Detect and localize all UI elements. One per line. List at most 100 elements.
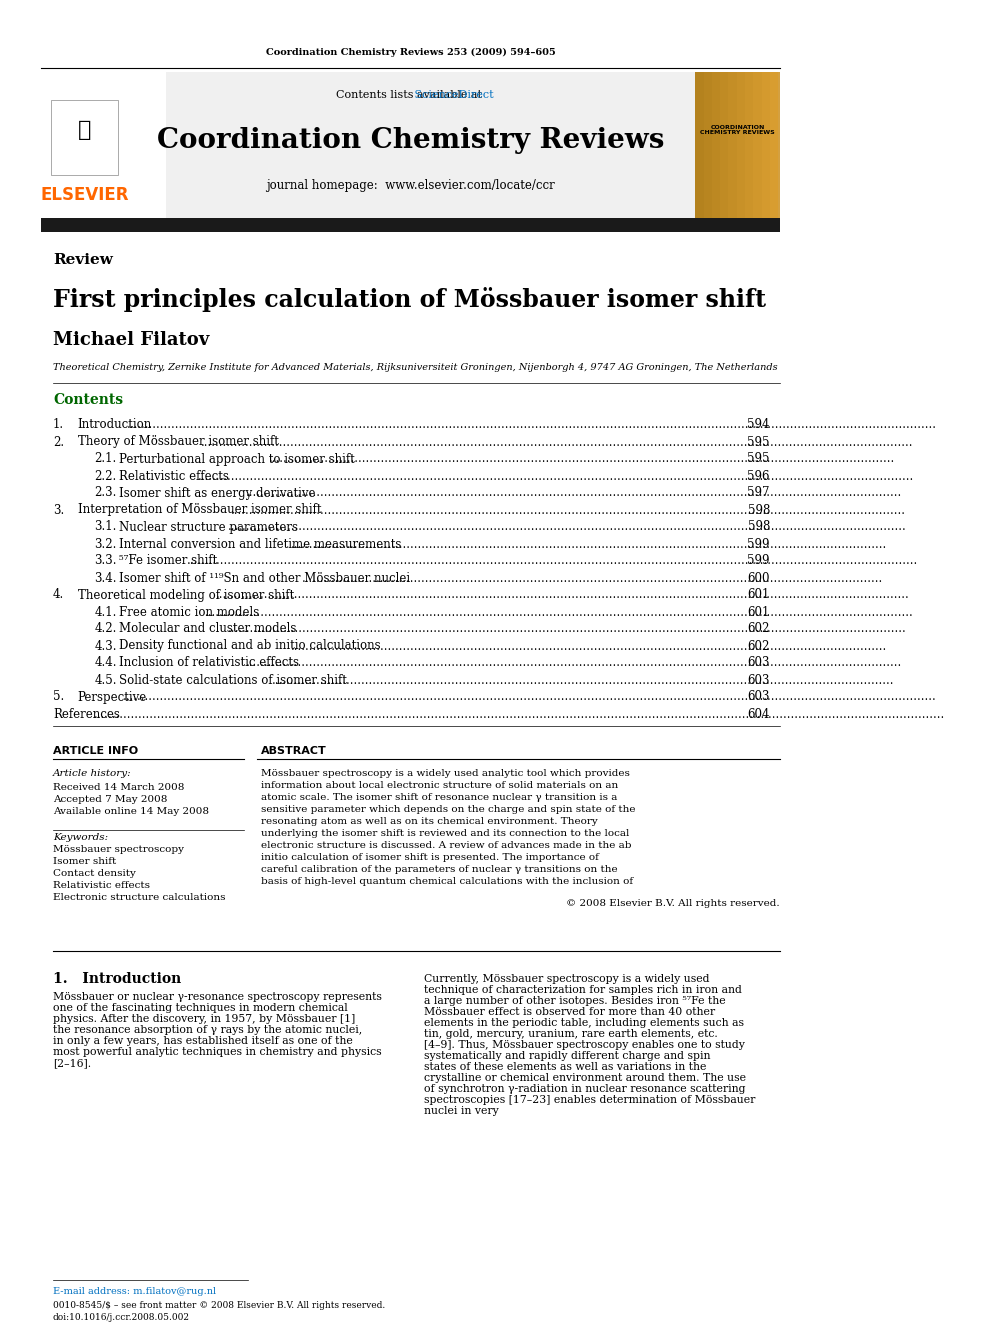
Text: 4.1.: 4.1.	[94, 606, 117, 618]
Bar	[770, 71, 778, 220]
Text: 3.3.: 3.3.	[94, 554, 117, 568]
Text: 595: 595	[747, 435, 770, 448]
Text: journal homepage:  www.elsevier.com/locate/ccr: journal homepage: www.elsevier.com/locat…	[266, 179, 555, 192]
Text: ................................................................................: ........................................…	[246, 487, 903, 500]
Text: ................................................................................: ........................................…	[227, 520, 907, 533]
Text: ScienceDirect: ScienceDirect	[327, 90, 494, 101]
Text: basis of high-level quantum chemical calculations with the inclusion of: basis of high-level quantum chemical cal…	[261, 877, 633, 885]
Text: Introduction: Introduction	[77, 418, 152, 431]
Bar	[737, 71, 745, 220]
Text: Michael Filatov: Michael Filatov	[53, 331, 209, 349]
Bar	[703, 71, 712, 220]
Text: ................................................................................: ........................................…	[303, 572, 884, 585]
Text: 603: 603	[747, 656, 770, 669]
Text: ................................................................................: ........................................…	[227, 623, 907, 635]
Text: Relativistic effects: Relativistic effects	[53, 881, 150, 890]
Text: most powerful analytic techniques in chemistry and physics: most powerful analytic techniques in che…	[53, 1046, 382, 1057]
Text: Coordination Chemistry Reviews 253 (2009) 594–605: Coordination Chemistry Reviews 253 (2009…	[266, 48, 556, 57]
Text: Contents lists available at: Contents lists available at	[336, 90, 485, 101]
Text: underlying the isomer shift is reviewed and its connection to the local: underlying the isomer shift is reviewed …	[261, 828, 629, 837]
Text: 4.: 4.	[53, 589, 64, 602]
Text: information about local electronic structure of solid materials on an: information about local electronic struc…	[261, 781, 618, 790]
Text: 3.4.: 3.4.	[94, 572, 117, 585]
Text: Theoretical Chemistry, Zernike Institute for Advanced Materials, Rijksuniversite: Theoretical Chemistry, Zernike Institute…	[53, 363, 778, 372]
Text: physics. After the discovery, in 1957, by Mössbauer [1]: physics. After the discovery, in 1957, b…	[53, 1013, 355, 1024]
Text: Isomer shift: Isomer shift	[53, 857, 116, 867]
Text: 598: 598	[748, 504, 770, 516]
Text: states of these elements as well as variations in the: states of these elements as well as vari…	[424, 1062, 706, 1072]
Text: 594: 594	[747, 418, 770, 431]
Text: 2.: 2.	[53, 435, 64, 448]
Text: careful calibration of the parameters of nuclear γ transitions on the: careful calibration of the parameters of…	[261, 864, 617, 873]
Text: of synchrotron γ-radiation in nuclear resonance scattering: of synchrotron γ-radiation in nuclear re…	[424, 1084, 745, 1094]
Text: 🌳: 🌳	[77, 120, 91, 140]
Text: ................................................................................: ........................................…	[201, 435, 914, 448]
Text: Keywords:: Keywords:	[53, 833, 108, 843]
Text: Theory of Mössbauer isomer shift: Theory of Mössbauer isomer shift	[77, 435, 279, 448]
Bar	[42, 218, 780, 232]
Text: ................................................................................: ........................................…	[205, 606, 914, 618]
Text: Density functional and ab initio calculations: Density functional and ab initio calcula…	[119, 639, 381, 652]
Bar	[720, 71, 728, 220]
Text: Review: Review	[53, 253, 113, 267]
Text: ................................................................................: ........................................…	[186, 554, 918, 568]
Text: 596: 596	[747, 470, 770, 483]
Text: systematically and rapidly different charge and spin: systematically and rapidly different cha…	[424, 1050, 710, 1061]
Text: Available online 14 May 2008: Available online 14 May 2008	[53, 807, 209, 815]
Bar	[695, 71, 780, 220]
Text: Perturbational approach to isomer shift: Perturbational approach to isomer shift	[119, 452, 355, 466]
Text: [2–16].: [2–16].	[53, 1058, 91, 1068]
Bar	[695, 71, 703, 220]
Text: Solid-state calculations of isomer shift: Solid-state calculations of isomer shift	[119, 673, 347, 687]
Text: Contents: Contents	[53, 393, 123, 407]
Text: Mössbauer spectroscopy is a widely used analytic tool which provides: Mössbauer spectroscopy is a widely used …	[261, 769, 630, 778]
Text: 1.   Introduction: 1. Introduction	[53, 972, 182, 986]
Text: Article history:: Article history:	[53, 769, 132, 778]
Text: ................................................................................: ........................................…	[216, 589, 910, 602]
Text: ................................................................................: ........................................…	[127, 418, 936, 431]
Text: Received 14 March 2008: Received 14 March 2008	[53, 782, 185, 791]
Text: Contact density: Contact density	[53, 869, 136, 878]
Text: 600: 600	[747, 572, 770, 585]
Bar	[728, 71, 737, 220]
Text: Currently, Mössbauer spectroscopy is a widely used: Currently, Mössbauer spectroscopy is a w…	[424, 974, 709, 984]
Text: 599: 599	[747, 537, 770, 550]
Text: the resonance absorption of γ rays by the atomic nuclei,: the resonance absorption of γ rays by th…	[53, 1025, 362, 1035]
Text: ................................................................................: ........................................…	[291, 639, 887, 652]
Text: Mössbauer or nuclear γ-resonance spectroscopy represents: Mössbauer or nuclear γ-resonance spectro…	[53, 992, 382, 1002]
Text: in only a few years, has established itself as one of the: in only a few years, has established its…	[53, 1036, 353, 1046]
Text: 4.5.: 4.5.	[94, 673, 117, 687]
Text: 3.: 3.	[53, 504, 64, 516]
Text: 2.3.: 2.3.	[94, 487, 117, 500]
Text: First principles calculation of Mössbauer isomer shift: First principles calculation of Mössbaue…	[53, 287, 766, 312]
Text: ARTICLE INFO: ARTICLE INFO	[53, 746, 138, 755]
Text: 601: 601	[748, 606, 770, 618]
Text: Mössbauer spectroscopy: Mössbauer spectroscopy	[53, 845, 184, 855]
Text: E-mail address: m.filatov@rug.nl: E-mail address: m.filatov@rug.nl	[53, 1287, 216, 1297]
Text: Accepted 7 May 2008: Accepted 7 May 2008	[53, 795, 168, 803]
Text: ................................................................................: ........................................…	[94, 708, 945, 721]
Text: 597: 597	[747, 487, 770, 500]
Text: 603: 603	[747, 691, 770, 704]
Bar	[42, 71, 780, 220]
Text: ................................................................................: ........................................…	[273, 673, 895, 687]
Text: ................................................................................: ........................................…	[197, 470, 914, 483]
Text: Electronic structure calculations: Electronic structure calculations	[53, 893, 225, 902]
Text: Internal conversion and lifetime measurements: Internal conversion and lifetime measure…	[119, 537, 402, 550]
Text: elements in the periodic table, including elements such as: elements in the periodic table, includin…	[424, 1017, 744, 1028]
Text: 3.1.: 3.1.	[94, 520, 117, 533]
Text: one of the fascinating techniques in modern chemical: one of the fascinating techniques in mod…	[53, 1003, 348, 1013]
Text: 2.1.: 2.1.	[94, 452, 117, 466]
Text: [4–9]. Thus, Mössbauer spectroscopy enables one to study: [4–9]. Thus, Mössbauer spectroscopy enab…	[424, 1040, 745, 1050]
Text: 0010-8545/$ – see front matter © 2008 Elsevier B.V. All rights reserved.: 0010-8545/$ – see front matter © 2008 El…	[53, 1301, 385, 1310]
Text: 4.3.: 4.3.	[94, 639, 117, 652]
Text: nuclei in very: nuclei in very	[424, 1106, 499, 1117]
Text: Nuclear structure parameters: Nuclear structure parameters	[119, 520, 299, 533]
Text: ELSEVIER: ELSEVIER	[41, 187, 129, 204]
Text: electronic structure is discussed. A review of advances made in the ab: electronic structure is discussed. A rev…	[261, 840, 631, 849]
Text: 2.2.: 2.2.	[94, 470, 117, 483]
Bar	[745, 71, 753, 220]
Text: Interpretation of Mössbauer isomer shift: Interpretation of Mössbauer isomer shift	[77, 504, 321, 516]
Text: 4.4.: 4.4.	[94, 656, 117, 669]
Text: ABSTRACT: ABSTRACT	[261, 746, 326, 755]
